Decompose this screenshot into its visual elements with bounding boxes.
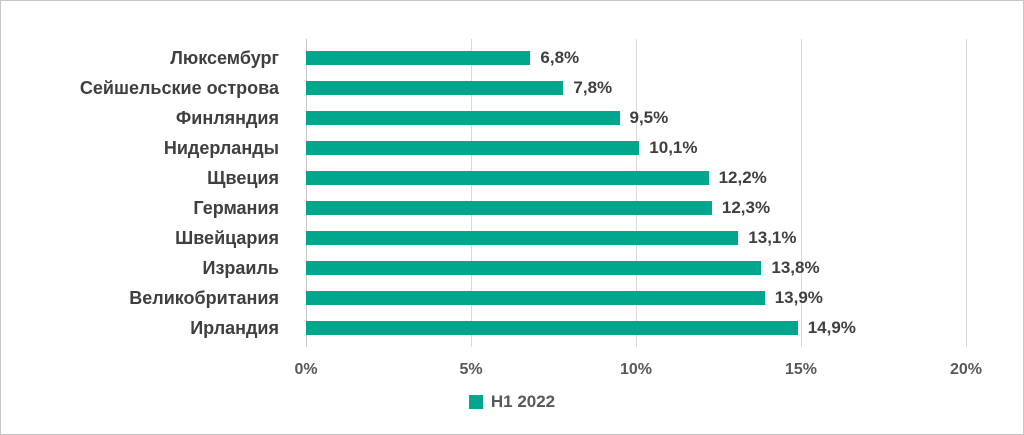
bar — [306, 321, 798, 335]
chart-row: 9,5% — [306, 103, 966, 133]
category-label: Великобритания — [129, 287, 279, 308]
value-label: 14,9% — [807, 318, 856, 337]
chart-row: 13,1% — [306, 223, 966, 253]
value-label: 13,8% — [771, 258, 820, 277]
legend-label: H1 2022 — [490, 392, 556, 411]
chart-row: 13,8% — [306, 253, 966, 283]
bar-series: 6,8% 7,8% 9,5% 10,1% 12,2% 12,3% 13,1% 1… — [306, 43, 966, 343]
gridline — [471, 39, 472, 347]
x-tick-label: 0% — [294, 361, 318, 378]
chart-row: 13,9% — [306, 283, 966, 313]
category-label: Финляндия — [175, 107, 279, 128]
gridline — [636, 39, 637, 347]
chart-row: 7,8% — [306, 73, 966, 103]
legend-swatch-icon — [468, 395, 483, 409]
category-label: Ирландия — [190, 317, 279, 338]
bar — [306, 81, 564, 95]
bar — [306, 201, 712, 215]
category-label: Швейцария — [175, 227, 279, 248]
value-label: 10,1% — [649, 138, 698, 157]
chart-row: 12,2% — [306, 163, 966, 193]
chart-row: 12,3% — [306, 193, 966, 223]
bar — [306, 261, 762, 275]
chart-row: 10,1% — [306, 133, 966, 163]
y-axis-line — [306, 39, 307, 347]
legend: H1 2022 — [1, 392, 1023, 412]
x-tick-label: 20% — [949, 361, 983, 378]
bar — [306, 141, 640, 155]
bar — [306, 291, 765, 305]
value-label: 6,8% — [540, 48, 580, 67]
bar — [306, 171, 709, 185]
bar — [306, 111, 620, 125]
category-label: Нидерланды — [163, 137, 279, 158]
value-label: 9,5% — [629, 108, 669, 127]
category-label: Германия — [193, 197, 279, 218]
value-label: 13,9% — [774, 288, 823, 307]
x-axis: 0% 5% 10% 15% 20% — [294, 361, 982, 385]
category-label: Израиль — [202, 257, 279, 278]
plot-area — [306, 39, 967, 347]
bar — [306, 231, 739, 245]
category-label: Сейшельские острова — [79, 77, 279, 98]
bar — [306, 51, 531, 65]
chart-row: 14,9% — [306, 313, 966, 343]
category-label: Люксембург — [170, 47, 279, 68]
x-tick-label: 15% — [784, 361, 818, 378]
gridline — [801, 39, 802, 347]
value-label: 13,1% — [748, 228, 797, 247]
gridline — [966, 39, 967, 347]
category-label: Щвеция — [207, 167, 279, 188]
x-tick-label: 5% — [459, 361, 483, 378]
category-axis: Люксембург Сейшельские острова Финляндия Ни… — [1, 43, 293, 343]
value-label: 12,2% — [718, 168, 767, 187]
value-label: 7,8% — [573, 78, 613, 97]
x-tick-label: 10% — [619, 361, 653, 378]
chart-row: 6,8% — [306, 43, 966, 73]
value-label: 12,3% — [721, 198, 771, 217]
